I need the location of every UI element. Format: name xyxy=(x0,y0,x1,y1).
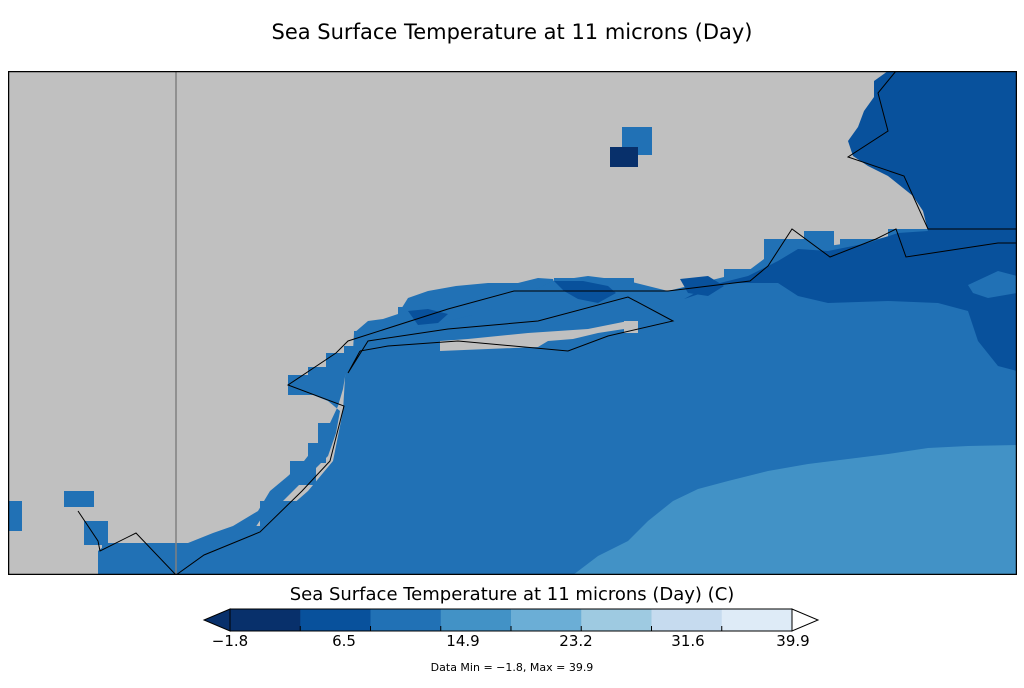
lagoon-outline xyxy=(347,296,675,374)
colorbar-title: Sea Surface Temperature at 11 microns (D… xyxy=(289,584,735,605)
colorbar-segment xyxy=(651,609,723,631)
colorbar-over-arrow xyxy=(791,608,820,632)
colorbar-segment xyxy=(721,609,793,631)
colorbar-tick-label: 23.2 xyxy=(559,632,593,650)
colorbar-tick-label: −1.8 xyxy=(211,632,249,650)
cold-water-patch xyxy=(554,281,616,303)
map-frame xyxy=(8,71,1017,575)
warm-water-patch xyxy=(968,271,1017,298)
warm-water-region xyxy=(573,445,1017,575)
inland-lake-pixel xyxy=(610,147,638,167)
map-title: Sea Surface Temperature at 11 microns (D… xyxy=(271,20,753,44)
island-outline xyxy=(846,71,1017,230)
colorbar-segment xyxy=(440,609,512,631)
coastline xyxy=(77,228,1017,575)
colorbar-segment xyxy=(370,609,442,631)
colorbar xyxy=(202,608,820,632)
sst-map xyxy=(8,71,1017,575)
colorbar-under-arrow xyxy=(202,608,231,632)
colorbar-tick-label: 31.6 xyxy=(671,632,705,650)
colorbar-segment xyxy=(300,609,371,631)
colorbar-segment xyxy=(511,609,582,631)
cold-water-patch xyxy=(408,309,448,325)
colorbar-tick-label: 14.9 xyxy=(446,632,480,650)
colorbar-segment xyxy=(230,609,301,631)
colorbar-segment xyxy=(581,609,652,631)
inland-lake-pixel-edge xyxy=(624,131,648,147)
cold-water-region xyxy=(684,71,1017,371)
cold-water-patch xyxy=(680,276,724,296)
data-range-note: Data Min = −1.8, Max = 39.9 xyxy=(430,661,594,674)
colorbar-frame xyxy=(229,608,793,632)
colorbar-tick-label: 39.9 xyxy=(776,632,810,650)
colorbar-tick-label: 6.5 xyxy=(332,632,356,650)
